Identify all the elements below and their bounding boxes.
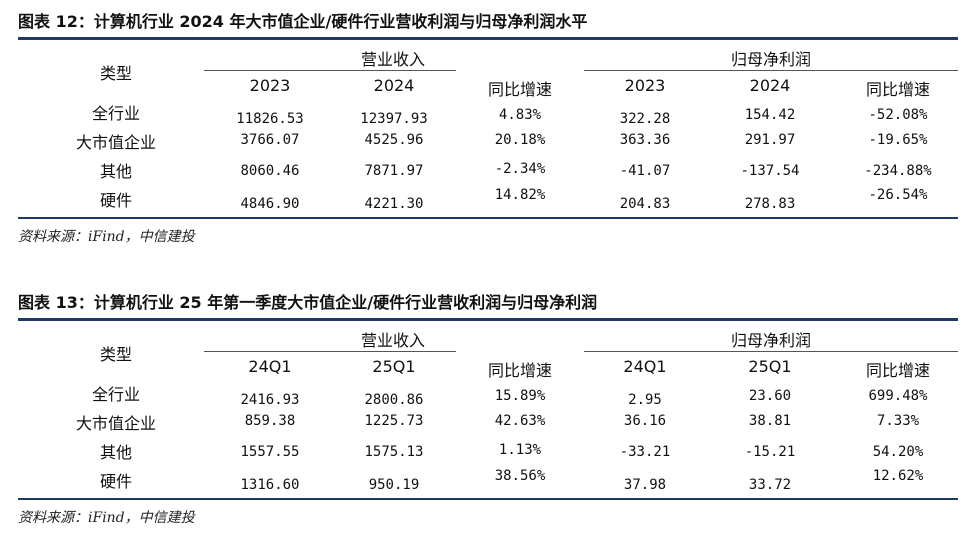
- column-header: 同比增速: [487, 80, 552, 99]
- table-cell: -234.88%: [864, 163, 932, 179]
- column-header: 25Q1: [748, 357, 792, 376]
- table-cell: 278.83: [744, 196, 796, 212]
- group-underline: [584, 351, 958, 352]
- table-cell: 2800.86: [364, 392, 424, 408]
- row-label: 其他: [99, 162, 132, 181]
- table-cell: 291.97: [744, 132, 796, 148]
- table-caption: 图表 12：计算机行业 2024 年大市值企业/硬件行业营收利润与归母净利润水平: [18, 12, 588, 31]
- table-cell: -52.08%: [868, 107, 928, 123]
- table-top-rule: [18, 37, 958, 40]
- column-header: 2023: [249, 76, 291, 95]
- table-cell: -26.54%: [868, 187, 928, 203]
- column-header: 24Q1: [623, 357, 667, 376]
- table-cell: 12.62%: [872, 468, 924, 484]
- table-top-rule: [18, 318, 958, 321]
- table-cell: -41.07: [619, 163, 671, 179]
- table-cell: 23.60: [748, 388, 792, 404]
- column-header: 2024: [373, 76, 415, 95]
- row-label: 大市值企业: [75, 133, 156, 152]
- column-header: 同比增速: [865, 361, 930, 380]
- table-caption: 图表 13：计算机行业 25 年第一季度大市值企业/硬件行业营收利润与归母净利润: [18, 293, 598, 312]
- table-cell: 20.18%: [494, 132, 546, 148]
- table-cell: 3766.07: [240, 132, 300, 148]
- table-cell: 37.98: [623, 477, 667, 493]
- table-cell: 14.82%: [494, 187, 546, 203]
- source-note: 资料来源：iFind，中信建投: [18, 229, 195, 245]
- table-cell: 7.33%: [876, 413, 920, 429]
- table-cell: 322.28: [619, 111, 671, 127]
- type-header: 类型: [99, 64, 132, 83]
- group-header-revenue: 营业收入: [360, 331, 425, 350]
- row-label: 大市值企业: [75, 414, 156, 433]
- column-header: 同比增速: [487, 361, 552, 380]
- table-cell: -33.21: [619, 444, 671, 460]
- group-header-net-profit: 归母净利润: [730, 50, 811, 69]
- table-cell: -2.34%: [494, 161, 546, 177]
- table-cell: -15.21: [744, 444, 796, 460]
- row-label: 硬件: [99, 472, 132, 491]
- group-underline: [204, 70, 456, 71]
- table-cell: 1225.73: [364, 413, 424, 429]
- column-header: 24Q1: [248, 357, 292, 376]
- table-cell: 8060.46: [240, 163, 300, 179]
- table-cell: 2416.93: [240, 392, 300, 408]
- column-header: 2024: [749, 76, 791, 95]
- table-cell: 699.48%: [868, 388, 928, 404]
- row-label: 其他: [99, 443, 132, 462]
- table-cell: 15.89%: [494, 388, 546, 404]
- table-bottom-rule: [18, 498, 958, 500]
- table-cell: 38.81: [748, 413, 792, 429]
- table-cell: 4.83%: [498, 107, 542, 123]
- table-cell: 1575.13: [364, 444, 424, 460]
- group-underline: [584, 70, 958, 71]
- table-cell: 33.72: [748, 477, 792, 493]
- source-note: 资料来源：iFind，中信建投: [18, 510, 195, 526]
- table-cell: 7871.97: [364, 163, 424, 179]
- table-cell: 204.83: [619, 196, 671, 212]
- group-header-net-profit: 归母净利润: [730, 331, 811, 350]
- table-cell: 363.36: [619, 132, 671, 148]
- table-cell: 36.16: [623, 413, 667, 429]
- column-header: 同比增速: [865, 80, 930, 99]
- column-header: 25Q1: [372, 357, 416, 376]
- group-underline: [204, 351, 456, 352]
- table-cell: -137.54: [740, 163, 800, 179]
- table-cell: 11826.53: [236, 111, 304, 127]
- table-cell: 859.38: [244, 413, 296, 429]
- table-cell: 4525.96: [364, 132, 424, 148]
- table-cell: 4846.90: [240, 196, 300, 212]
- table-cell: 38.56%: [494, 468, 546, 484]
- table-cell: 1.13%: [498, 442, 542, 458]
- table-cell: -19.65%: [868, 132, 928, 148]
- table-cell: 2.95: [628, 392, 662, 408]
- type-header: 类型: [99, 345, 132, 364]
- group-header-revenue: 营业收入: [360, 50, 425, 69]
- table-cell: 1557.55: [240, 444, 300, 460]
- row-label: 全行业: [91, 104, 140, 123]
- table-cell: 12397.93: [360, 111, 428, 127]
- table-cell: 42.63%: [494, 413, 546, 429]
- row-label: 硬件: [99, 191, 132, 210]
- table-cell: 950.19: [368, 477, 420, 493]
- table-cell: 1316.60: [240, 477, 300, 493]
- row-label: 全行业: [91, 385, 140, 404]
- column-header: 2023: [624, 76, 666, 95]
- table-cell: 4221.30: [364, 196, 424, 212]
- table-cell: 154.42: [744, 107, 796, 123]
- table-cell: 54.20%: [872, 444, 924, 460]
- table-bottom-rule: [18, 217, 958, 219]
